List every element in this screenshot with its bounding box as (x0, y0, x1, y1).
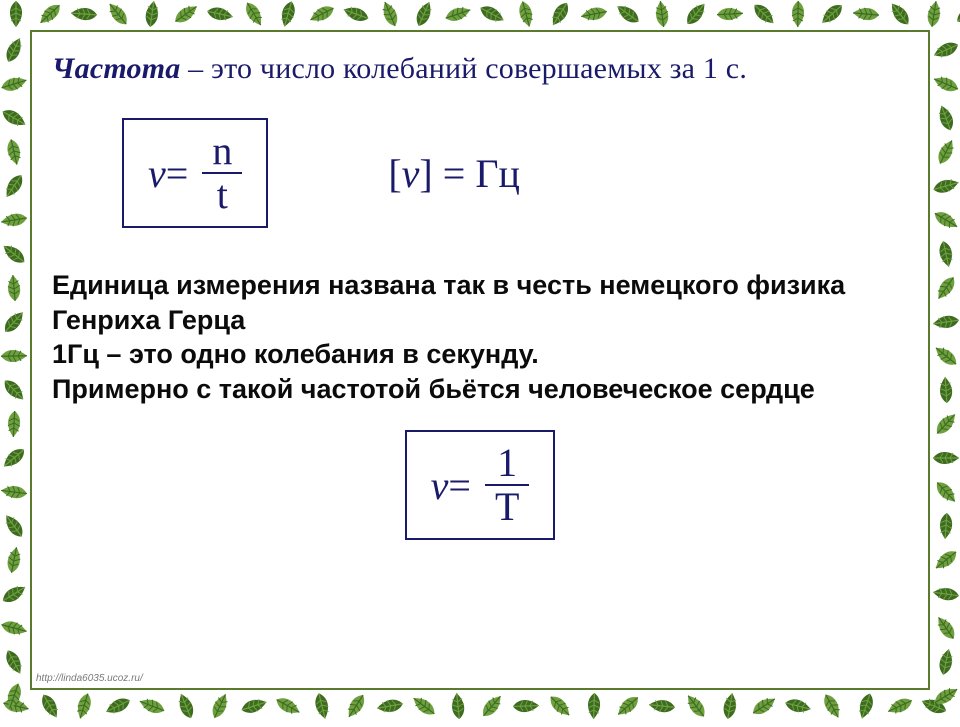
formula-eq: = (166, 150, 189, 197)
period-formula-wrap: v = 1 T (52, 430, 908, 540)
formula-lhs: v (148, 150, 166, 197)
period-fraction: 1 T (485, 442, 529, 528)
unit-close: ] = (419, 151, 475, 196)
period-formula-box: v = 1 T (405, 430, 556, 540)
period-denominator: T (485, 486, 529, 528)
body-line-2: 1Гц – это одно колебания в секунду. (52, 337, 908, 372)
formula-fraction: n t (202, 130, 242, 216)
formula-row: v = n t [v] = Гц (122, 118, 908, 228)
body-line-3: Примерно с такой частотой бьётся человеч… (52, 372, 908, 407)
slide-content: Частота – это число колебаний совершаемы… (38, 38, 922, 682)
period-eq: = (448, 462, 471, 509)
unit-value: Гц (475, 151, 520, 196)
footer-url: http://linda6035.ucoz.ru/ (36, 673, 143, 684)
slide-title: Частота – это число колебаний совершаемы… (52, 52, 908, 86)
period-lhs: v (431, 462, 449, 509)
formula-numerator: n (202, 130, 242, 172)
formula-denominator: t (207, 174, 238, 216)
title-emphasis: Частота (52, 52, 180, 85)
title-rest: – это число колебаний совершаемых за 1 с… (180, 52, 747, 85)
body-text: Единица измерения названа так в честь не… (52, 268, 908, 406)
unit-var: v (402, 151, 420, 196)
unit-open: [ (388, 151, 401, 196)
body-line-1: Единица измерения названа так в честь не… (52, 268, 908, 337)
frequency-formula-box: v = n t (122, 118, 268, 228)
unit-equation: [v] = Гц (388, 150, 520, 197)
period-numerator: 1 (487, 442, 527, 484)
